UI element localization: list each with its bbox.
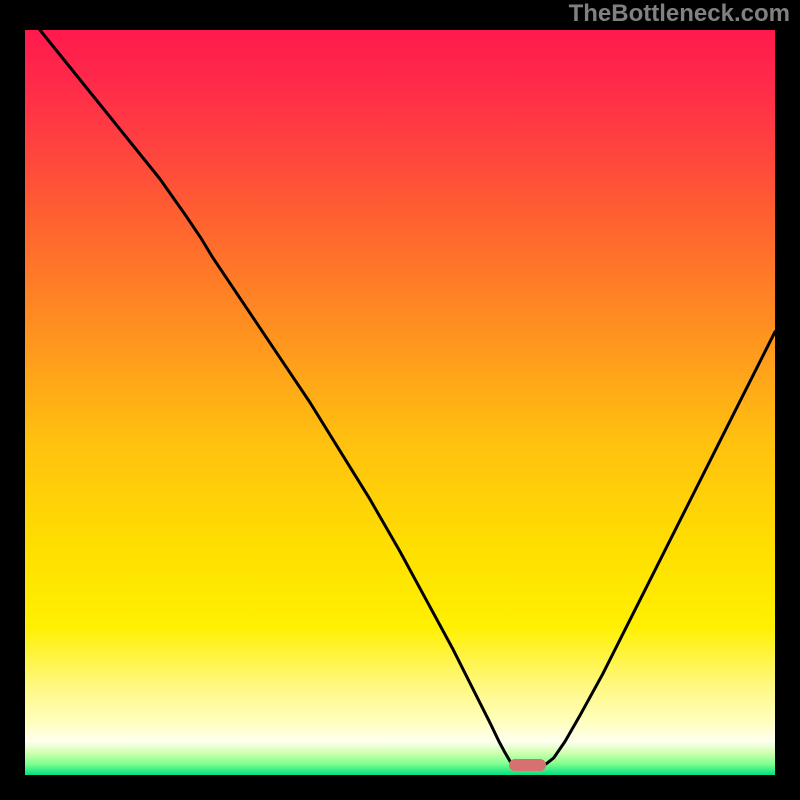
chart-svg xyxy=(25,30,775,775)
optimal-marker-pill xyxy=(509,759,547,771)
watermark-text: TheBottleneck.com xyxy=(569,0,790,28)
chart-area xyxy=(25,30,775,775)
gradient-background xyxy=(25,30,775,775)
